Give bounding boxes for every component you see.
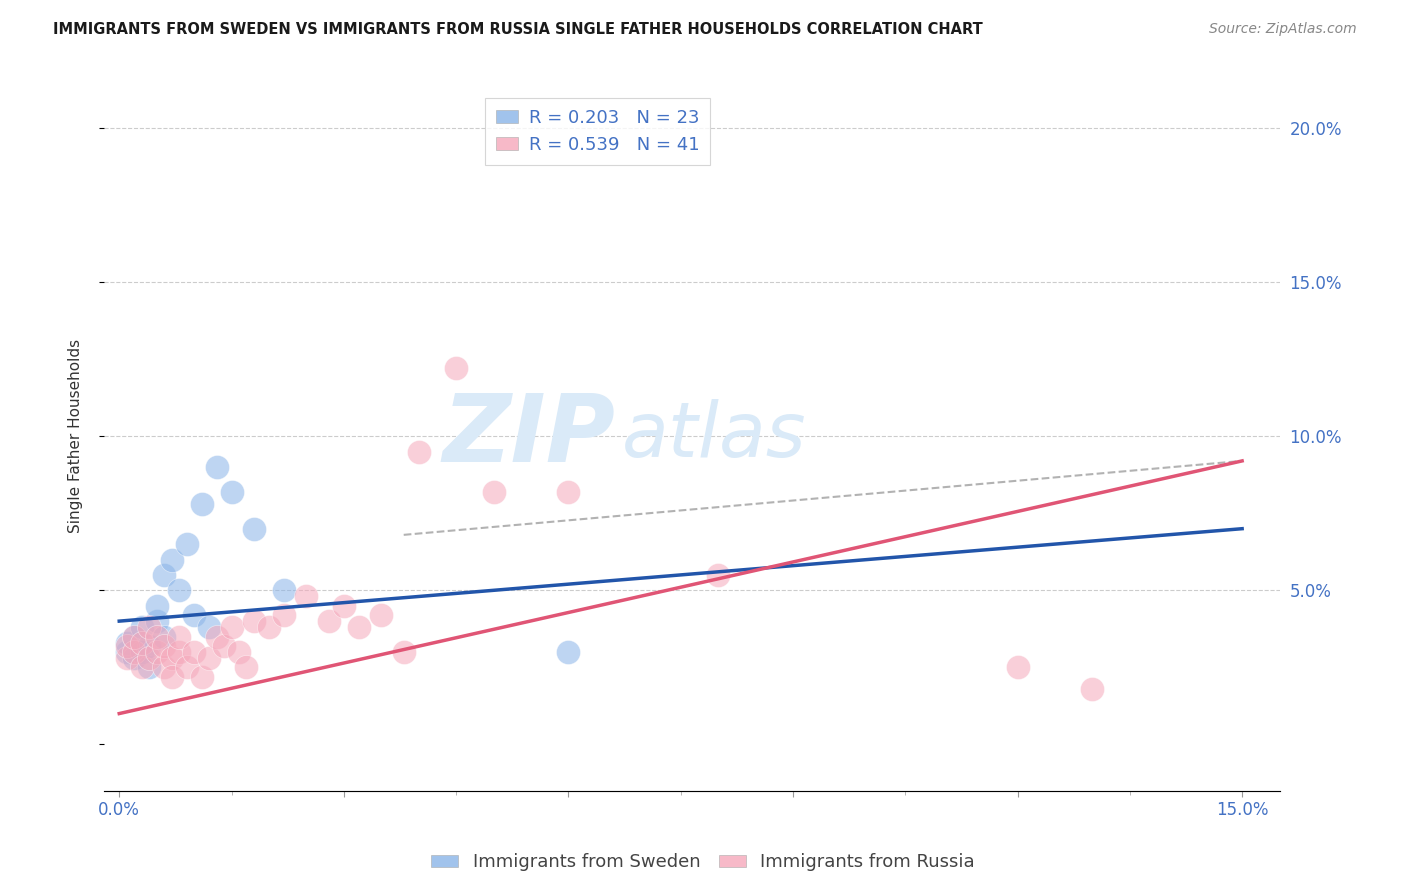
Point (153, 639, 176, 653)
Point (145, 630, 167, 644)
Point (160, 651, 183, 665)
Point (370, 607, 392, 622)
Point (183, 645, 205, 659)
Point (190, 670, 212, 684)
Text: Source: ZipAtlas.com: Source: ZipAtlas.com (1209, 22, 1357, 37)
Point (243, 614, 266, 628)
Point (190, 497, 212, 511)
Legend: Immigrants from Sweden, Immigrants from Russia: Immigrants from Sweden, Immigrants from … (425, 847, 981, 879)
Point (205, 460, 228, 475)
Point (1007, 660, 1029, 674)
Point (138, 651, 160, 665)
Point (145, 614, 167, 628)
Point (153, 568, 176, 582)
Point (153, 630, 176, 644)
Point (333, 599, 356, 613)
Point (318, 614, 340, 628)
Point (167, 630, 190, 644)
Point (482, 484, 505, 499)
Legend: R = 0.203   N = 23, R = 0.539   N = 41: R = 0.203 N = 23, R = 0.539 N = 41 (485, 98, 710, 165)
Point (1081, 681, 1104, 696)
Point (243, 522, 266, 536)
Point (138, 660, 160, 674)
Point (347, 620, 370, 634)
Point (212, 639, 235, 653)
Point (557, 645, 579, 659)
Point (198, 651, 221, 665)
Text: IMMIGRANTS FROM SWEDEN VS IMMIGRANTS FROM RUSSIA SINGLE FATHER HOUSEHOLDS CORREL: IMMIGRANTS FROM SWEDEN VS IMMIGRANTS FRO… (53, 22, 983, 37)
Point (115, 645, 138, 659)
Point (273, 607, 295, 622)
Point (122, 645, 145, 659)
Point (257, 620, 280, 634)
Point (122, 630, 145, 644)
Point (122, 651, 145, 665)
Point (131, 620, 153, 634)
Point (138, 620, 160, 634)
Text: ZIP: ZIP (443, 391, 616, 483)
Point (131, 636, 153, 650)
Point (176, 660, 198, 674)
Point (408, 444, 430, 458)
Point (131, 660, 153, 674)
Point (131, 645, 153, 659)
Point (122, 630, 145, 644)
Point (228, 645, 250, 659)
Point (160, 670, 183, 684)
Point (221, 620, 243, 634)
Point (205, 630, 228, 644)
Point (115, 636, 138, 650)
Point (557, 484, 579, 499)
Point (392, 645, 415, 659)
Y-axis label: Single Father Households: Single Father Households (69, 339, 83, 533)
Point (138, 639, 160, 653)
Point (444, 361, 467, 376)
Point (153, 660, 176, 674)
Point (707, 568, 730, 582)
Point (115, 651, 138, 665)
Text: atlas: atlas (621, 400, 806, 474)
Point (221, 484, 243, 499)
Point (273, 583, 295, 598)
Point (145, 599, 167, 613)
Point (295, 590, 318, 604)
Point (115, 639, 138, 653)
Point (198, 620, 221, 634)
Point (183, 607, 205, 622)
Point (235, 660, 257, 674)
Point (145, 645, 167, 659)
Point (160, 552, 183, 566)
Point (167, 645, 190, 659)
Point (176, 537, 198, 551)
Point (167, 583, 190, 598)
